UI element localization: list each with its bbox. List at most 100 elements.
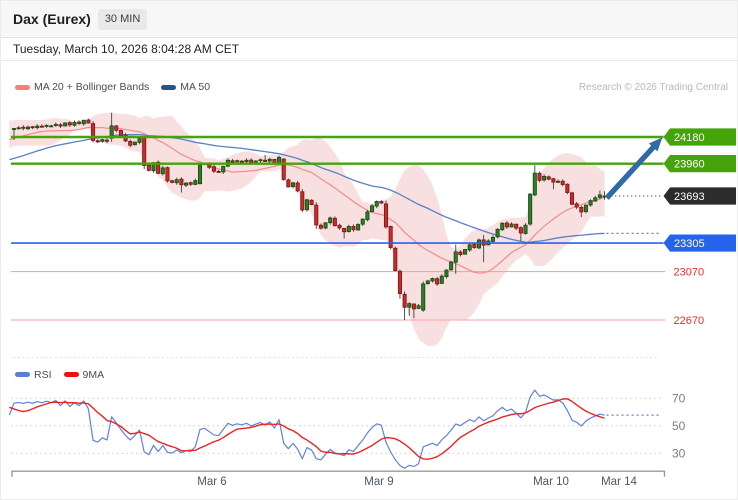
time-tick xyxy=(301,357,304,359)
ma20-dash-icon xyxy=(15,84,30,90)
time-tick xyxy=(147,357,151,359)
x-axis-label-mar-14: Mar 14 xyxy=(601,476,637,488)
time-tick xyxy=(598,357,602,359)
candle-down xyxy=(337,224,342,229)
instrument-title: Dax (Eurex) xyxy=(13,11,91,27)
price-tag-23693 xyxy=(663,187,736,205)
time-tick xyxy=(426,357,430,359)
candle-down xyxy=(58,124,63,127)
candle-up xyxy=(374,201,379,207)
candle-down xyxy=(170,180,175,183)
time-axis xyxy=(11,470,666,477)
time-tick xyxy=(96,357,99,359)
time-tick xyxy=(533,357,537,359)
candle-up xyxy=(467,244,472,251)
time-tick xyxy=(635,357,639,359)
candle-up xyxy=(500,222,505,231)
time-tick xyxy=(203,357,206,359)
candle-down xyxy=(156,161,161,174)
time-tick xyxy=(570,357,574,359)
candle-up xyxy=(100,139,105,142)
time-tick xyxy=(156,357,160,359)
time-tick xyxy=(366,357,369,359)
candle-up xyxy=(304,199,309,211)
candle-down xyxy=(77,121,82,124)
price-tag-23960 xyxy=(663,155,736,173)
candle-down xyxy=(458,251,463,255)
time-tick xyxy=(435,357,439,359)
time-tick xyxy=(440,357,444,359)
candle-down xyxy=(165,167,170,182)
time-tick xyxy=(552,357,555,359)
candle-down xyxy=(574,203,579,208)
candle-up xyxy=(109,125,114,139)
time-tick xyxy=(235,357,239,359)
candle-up xyxy=(44,124,49,127)
candle-up xyxy=(53,123,58,126)
candle-up xyxy=(593,197,598,202)
candle-down xyxy=(188,182,193,185)
nine-ma-dash-icon xyxy=(63,372,79,377)
candle-up xyxy=(449,261,454,271)
candle-up xyxy=(16,127,21,130)
time-tick xyxy=(356,357,360,359)
x-axis-label-mar-9: Mar 9 xyxy=(364,476,393,488)
time-tick xyxy=(645,357,648,359)
candle-down xyxy=(118,130,123,136)
time-tick xyxy=(421,357,425,359)
price-level-label-22670: 22670 xyxy=(674,315,705,327)
candle-up xyxy=(444,269,449,278)
time-tick xyxy=(189,357,192,359)
candle-up xyxy=(197,164,203,185)
x-axis-label-mar-6: Mar 6 xyxy=(197,476,226,488)
time-tick xyxy=(445,357,448,359)
candle-down xyxy=(91,123,96,141)
candle-down xyxy=(402,293,407,308)
time-tick xyxy=(22,357,25,359)
legend-item-rsi: RSI xyxy=(15,369,52,381)
candle-up xyxy=(244,159,249,163)
time-tick xyxy=(254,357,258,359)
candle-down xyxy=(379,201,384,204)
time-tick xyxy=(384,357,388,359)
price-tag-label-23305: 23305 xyxy=(674,238,705,250)
time-tick xyxy=(640,357,644,359)
candle-up xyxy=(421,283,426,311)
rsi-9ma-line xyxy=(9,398,605,460)
legend-label-9ma: 9MA xyxy=(82,368,105,381)
candle-down xyxy=(104,139,110,142)
candle-down xyxy=(551,178,556,183)
candle-up xyxy=(463,249,468,255)
candle-up xyxy=(542,175,547,181)
time-tick xyxy=(310,357,313,359)
time-tick xyxy=(626,357,630,359)
time-tick xyxy=(370,357,374,359)
time-tick xyxy=(491,357,495,359)
candle-down xyxy=(309,199,314,206)
candle-down xyxy=(146,164,151,171)
time-tick xyxy=(496,357,499,359)
time-tick xyxy=(17,357,20,359)
candle-down xyxy=(295,182,300,192)
candle-down xyxy=(435,278,440,285)
candle-up xyxy=(193,180,198,185)
time-tick xyxy=(54,357,58,359)
chart-header: Dax (Eurex) 30 MIN xyxy=(1,1,737,38)
price-tag-23305 xyxy=(663,234,736,252)
time-tick xyxy=(603,357,606,359)
candle-down xyxy=(579,206,584,213)
candle-down xyxy=(411,303,416,310)
time-tick xyxy=(194,357,197,359)
time-tick xyxy=(184,357,188,359)
candle-down xyxy=(21,126,26,129)
candle-down xyxy=(318,224,323,229)
time-tick xyxy=(631,357,634,359)
legend-item-ma50: MA 50 xyxy=(161,81,210,93)
candle-down xyxy=(565,183,570,193)
rsi-tick-label-30: 30 xyxy=(672,447,686,461)
candle-down xyxy=(383,203,389,228)
candle-down xyxy=(263,159,268,162)
time-tick xyxy=(473,357,476,359)
time-tick xyxy=(584,357,588,359)
candle-up xyxy=(476,239,482,249)
